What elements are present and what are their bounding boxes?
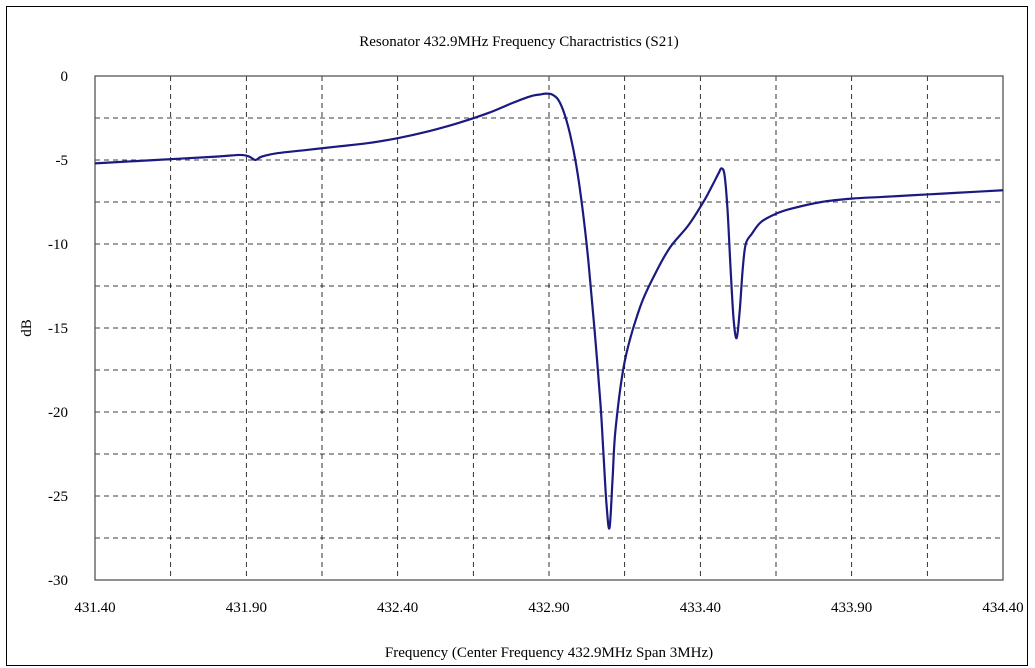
chart-title: Resonator 432.9MHz Frequency Charactrist…	[359, 34, 679, 50]
x-axis-label: Frequency (Center Frequency 432.9MHz Spa…	[385, 645, 713, 661]
plot-area	[94, 75, 1004, 581]
x-tick-label: 433.90	[831, 600, 872, 616]
x-tick-label: 434.40	[982, 600, 1023, 616]
y-tick-label: 0	[61, 69, 69, 85]
tick-layer: 431.40 431.90 432.40 432.90 433.40 433.90 434.…	[48, 69, 1024, 616]
y-tick-label: -30	[48, 573, 68, 589]
x-tick-label: 432.90	[528, 600, 569, 616]
y-tick-label: -20	[48, 405, 68, 421]
grid-layer	[95, 76, 1003, 580]
x-tick-label: 431.90	[226, 600, 267, 616]
y-tick-label: -15	[48, 321, 68, 337]
y-axis-label: dB	[19, 319, 35, 337]
x-tick-label: 432.40	[377, 600, 418, 616]
x-tick-label: 431.40	[74, 600, 115, 616]
x-tick-label: 433.40	[680, 600, 721, 616]
y-tick-label: -25	[48, 489, 68, 505]
y-tick-label: -10	[48, 237, 68, 253]
y-tick-label: -5	[56, 153, 69, 169]
chart-frame	[6, 6, 1028, 666]
series-line	[94, 92, 1004, 530]
